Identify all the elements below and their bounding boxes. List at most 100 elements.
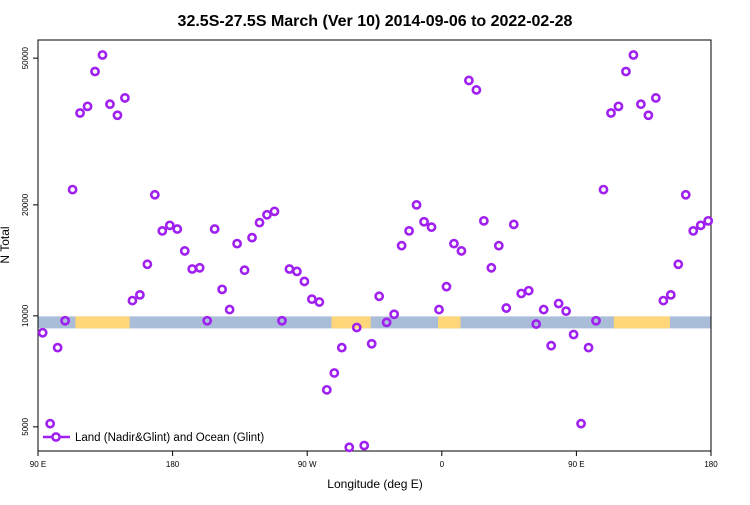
land-segment [613,316,670,329]
plot-frame [37,39,712,452]
data-point [531,319,542,329]
data-point [523,285,534,296]
data-point [120,93,130,103]
data-point [164,220,175,231]
legend-label: Land (Nadir&Glint) and Ocean (Glint) [75,432,264,444]
data-point [635,99,646,110]
data-point [157,225,168,236]
land-segment [331,316,371,329]
data-point [254,217,265,228]
data-point [321,384,332,395]
data-point [277,315,287,326]
data-point [658,295,669,306]
y-tick-label: 10000 [21,304,30,327]
data-point [239,265,250,276]
data-point [456,246,467,256]
data-point [650,93,661,103]
data-point [501,303,512,313]
data-point [613,101,624,112]
x-axis-label: Longitude (deg E) [327,477,422,491]
data-point [217,284,228,295]
x-tick-label: 90 W [298,460,317,469]
x-tick-label: 0 [440,460,445,469]
data-point [568,329,579,340]
data-point [134,289,145,300]
data-point [673,259,684,270]
data-point [665,289,676,300]
data-point [149,189,160,200]
data-point [314,297,325,307]
data-point [194,262,205,273]
y-axis-label: N Total [0,226,12,263]
data-point [606,108,616,118]
data-point [381,317,392,328]
data-point [82,101,93,112]
data-point [75,108,85,118]
data-point [576,418,586,429]
data-point [478,215,489,226]
data-point [344,442,355,453]
data-point [419,216,429,227]
data-point [202,315,213,326]
data-point [553,298,564,309]
data-point [232,238,242,249]
data-point [37,327,48,338]
y-tick-label: 50000 [21,46,30,69]
data-point [90,66,100,77]
data-point [97,50,108,60]
data-point [426,222,437,233]
surface-band [38,316,711,329]
data-point [284,264,295,274]
data-point [464,75,474,86]
data-point [172,224,183,234]
data-point [187,264,198,274]
data-point [262,209,272,220]
legend: Land (Nadir&Glint) and Ocean (Glint) [43,432,264,444]
data-point [486,262,497,273]
data-point [449,238,459,249]
data-point [404,225,414,236]
data-point [299,276,310,287]
data-point [680,189,691,200]
data-point [45,418,56,429]
land-segment [438,316,461,329]
data-point [366,338,377,349]
data-point [411,199,422,210]
data-point [374,291,385,302]
legend-marker [51,432,61,442]
land-segment [75,316,130,329]
data-point [389,309,400,320]
data-point [247,232,257,243]
data-point [493,240,504,251]
data-point [508,219,519,230]
data-point [112,110,123,121]
data-point [351,322,362,333]
data-point [561,306,572,317]
data-point [359,440,370,451]
x-tick-label: 180 [704,460,718,469]
data-point [105,99,115,110]
y-tick-label: 5000 [21,417,30,435]
data-point [329,368,340,378]
data-point [434,304,444,315]
data-point [471,85,482,95]
chart-title: 32.5S-27.5S March (Ver 10) 2014-09-06 to… [178,13,573,30]
data-point [546,340,557,351]
data-point [269,206,280,217]
data-point [396,240,407,251]
data-point [591,315,601,326]
axes: 90 E 180 90 W 0 90 E 180 5000 10000 20000 50000 [21,39,718,469]
data-point [336,342,347,353]
data-point [127,295,138,306]
data-point [643,110,654,121]
data-point [67,184,78,195]
data-point [583,342,594,353]
data-point [441,281,452,292]
data-point [52,342,63,353]
y-tick-label: 20000 [21,193,30,216]
data-point [306,294,317,305]
data-point [60,315,71,326]
data-point [621,66,631,77]
